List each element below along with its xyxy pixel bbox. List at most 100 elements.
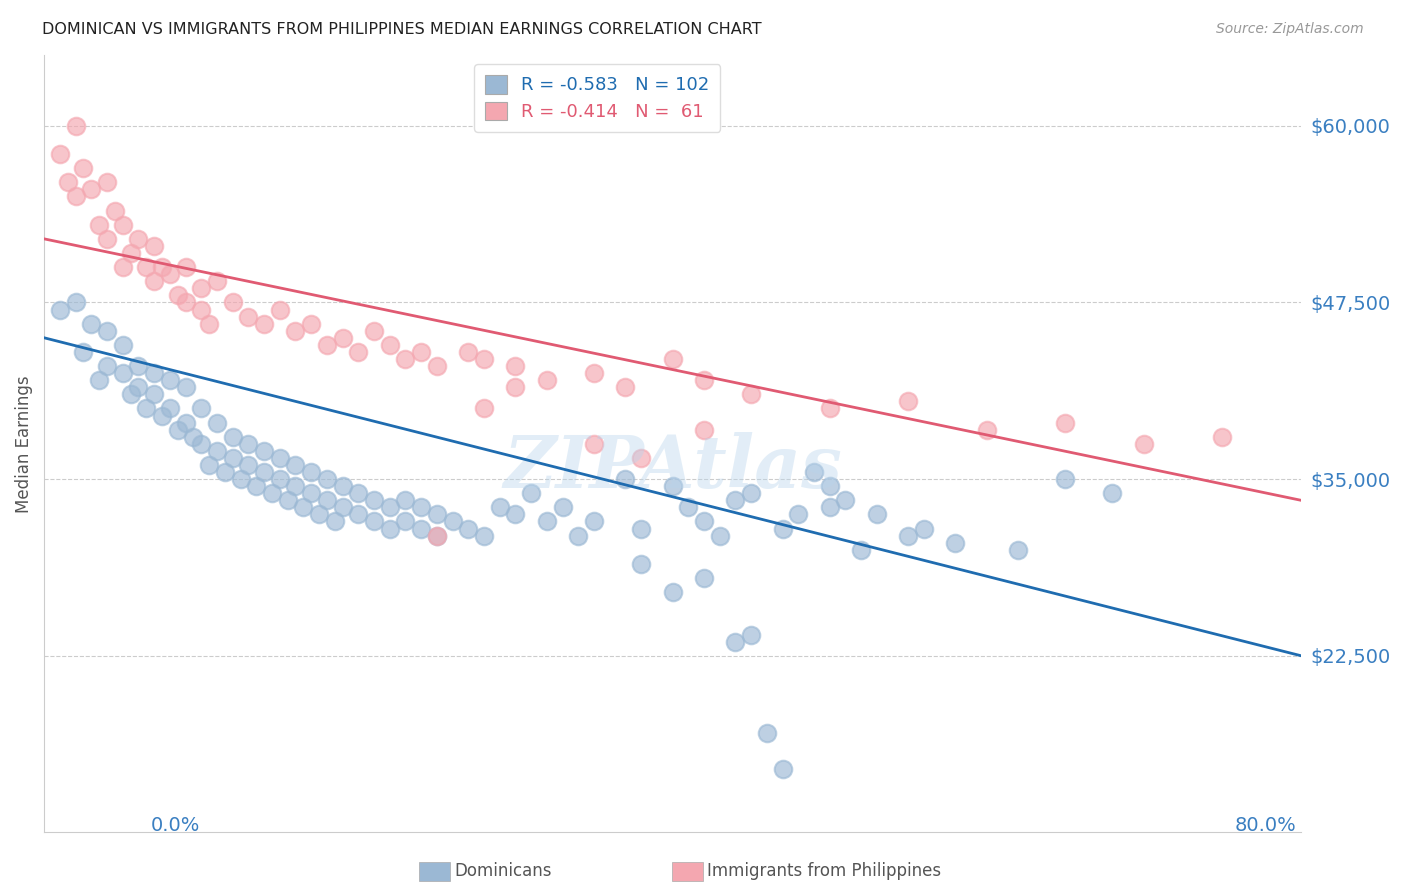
- Point: [221, 450, 243, 465]
- Point: [347, 486, 370, 500]
- Point: [1211, 430, 1233, 444]
- Point: [332, 500, 354, 515]
- Point: [582, 436, 605, 450]
- Point: [1007, 542, 1029, 557]
- Point: [190, 281, 212, 295]
- Point: [536, 515, 558, 529]
- Point: [772, 522, 794, 536]
- Point: [614, 380, 637, 394]
- Point: [299, 465, 322, 479]
- Point: [143, 387, 166, 401]
- Point: [678, 500, 700, 515]
- Point: [818, 479, 841, 493]
- Point: [411, 500, 433, 515]
- Point: [72, 161, 94, 176]
- Point: [292, 500, 315, 515]
- Point: [245, 479, 267, 493]
- Point: [284, 479, 307, 493]
- Point: [897, 528, 920, 542]
- Point: [96, 324, 118, 338]
- Point: [135, 260, 157, 274]
- Point: [787, 508, 810, 522]
- Point: [426, 528, 449, 542]
- Point: [111, 218, 134, 232]
- Point: [269, 302, 291, 317]
- Point: [143, 366, 166, 380]
- Point: [174, 295, 197, 310]
- Point: [661, 351, 683, 366]
- Point: [150, 260, 173, 274]
- Point: [505, 359, 527, 373]
- Point: [198, 317, 221, 331]
- Point: [238, 310, 260, 324]
- Point: [488, 500, 510, 515]
- Point: [426, 528, 449, 542]
- Point: [740, 387, 762, 401]
- Point: [1101, 486, 1123, 500]
- Point: [630, 557, 652, 571]
- Point: [520, 486, 543, 500]
- Point: [411, 522, 433, 536]
- Point: [87, 218, 110, 232]
- Point: [284, 324, 307, 338]
- Point: [1054, 416, 1077, 430]
- Point: [551, 500, 574, 515]
- Point: [866, 508, 889, 522]
- Point: [426, 508, 449, 522]
- Point: [260, 486, 283, 500]
- Point: [96, 232, 118, 246]
- Point: [897, 394, 920, 409]
- Text: Dominicans: Dominicans: [454, 863, 551, 880]
- Point: [394, 493, 416, 508]
- Point: [834, 493, 856, 508]
- Point: [724, 493, 747, 508]
- Point: [80, 317, 103, 331]
- Point: [536, 373, 558, 387]
- Point: [818, 401, 841, 416]
- Point: [166, 423, 188, 437]
- Point: [582, 366, 605, 380]
- Point: [505, 508, 527, 522]
- Text: 80.0%: 80.0%: [1234, 816, 1296, 835]
- Point: [378, 522, 401, 536]
- Point: [332, 331, 354, 345]
- Point: [378, 338, 401, 352]
- Point: [363, 324, 385, 338]
- Point: [411, 345, 433, 359]
- Point: [150, 409, 173, 423]
- Point: [363, 493, 385, 508]
- Text: Source: ZipAtlas.com: Source: ZipAtlas.com: [1216, 22, 1364, 37]
- Point: [332, 479, 354, 493]
- Point: [323, 515, 346, 529]
- Legend: R = -0.583   N = 102, R = -0.414   N =  61: R = -0.583 N = 102, R = -0.414 N = 61: [474, 64, 720, 132]
- Point: [740, 627, 762, 641]
- Point: [567, 528, 589, 542]
- Point: [772, 762, 794, 776]
- Point: [505, 380, 527, 394]
- Point: [849, 542, 872, 557]
- Point: [284, 458, 307, 472]
- Point: [1054, 472, 1077, 486]
- Point: [87, 373, 110, 387]
- Point: [614, 472, 637, 486]
- Point: [472, 401, 495, 416]
- Point: [976, 423, 998, 437]
- Point: [80, 182, 103, 196]
- Point: [394, 351, 416, 366]
- Point: [104, 203, 127, 218]
- Point: [205, 443, 228, 458]
- Y-axis label: Median Earnings: Median Earnings: [15, 375, 32, 513]
- Point: [238, 436, 260, 450]
- Point: [253, 465, 276, 479]
- Point: [378, 500, 401, 515]
- Point: [56, 175, 79, 189]
- Point: [269, 472, 291, 486]
- Point: [174, 416, 197, 430]
- Text: 0.0%: 0.0%: [150, 816, 201, 835]
- Point: [221, 295, 243, 310]
- Point: [426, 359, 449, 373]
- Point: [630, 522, 652, 536]
- Point: [229, 472, 252, 486]
- Point: [347, 508, 370, 522]
- Point: [269, 450, 291, 465]
